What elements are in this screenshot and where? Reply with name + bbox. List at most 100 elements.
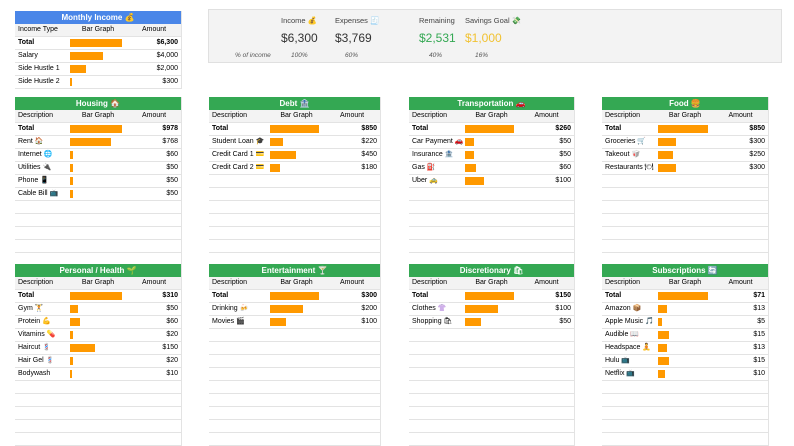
row-amount — [519, 329, 574, 341]
row-amount: $50 — [166, 177, 178, 184]
row-amount — [519, 420, 574, 432]
row-bar-cell — [657, 136, 713, 148]
row-bar-cell — [657, 175, 713, 187]
table-row: Protein 💪 $60 — [15, 316, 181, 329]
row-description: Headspace 🧘 — [605, 344, 652, 351]
column-header-amount: Amount — [339, 112, 365, 119]
total-row: Total $850 — [209, 123, 380, 136]
row-bar-cell — [464, 290, 519, 302]
table-row: Audible 📖 $15 — [602, 329, 768, 342]
row-amount: $60 — [166, 151, 178, 158]
column-header-row: Description Bar Graph Amount — [15, 110, 181, 123]
empty-row — [209, 188, 380, 201]
empty-row — [602, 175, 768, 188]
row-bar-cell — [657, 394, 713, 406]
column-header-description: Description — [212, 279, 248, 286]
panel-title: Food 🍔 — [602, 97, 768, 110]
panel-title: Subscriptions 🔄 — [602, 264, 768, 277]
column-header-amount: Amount — [534, 112, 559, 119]
column-header-row: Income Type Bar Graph Amount — [15, 24, 181, 37]
bar-graph-fill — [70, 52, 103, 60]
row-description: Total — [18, 125, 35, 132]
empty-row — [209, 240, 380, 253]
row-description — [409, 407, 464, 419]
row-description — [209, 227, 269, 239]
row-description: Side Hustle 1 — [18, 65, 60, 72]
row-bar-cell — [464, 136, 519, 148]
row-description: Phone 📱 — [18, 177, 49, 184]
panel-title: Monthly Income 💰 — [15, 11, 181, 24]
empty-row — [409, 227, 574, 240]
row-description: Credit Card 2 💳 — [212, 164, 265, 171]
row-description: Hulu 📺 — [605, 357, 631, 364]
column-header-description: Description — [18, 112, 54, 119]
row-bar-cell — [464, 420, 519, 432]
row-bar-cell — [657, 214, 713, 226]
bar-graph-fill — [658, 357, 669, 365]
panel-discretionary: Discretionary 🛍 Description Bar Graph Amoun… — [409, 264, 575, 446]
row-amount — [324, 329, 380, 341]
table-row: Utilities 🔌 $50 — [15, 162, 181, 175]
row-amount: $100 — [555, 177, 571, 184]
row-description: Total — [605, 125, 622, 132]
row-bar-cell — [657, 162, 713, 174]
row-description — [15, 433, 69, 445]
bar-graph-fill — [270, 318, 286, 326]
row-amount: $150 — [555, 292, 571, 299]
bar-graph-fill — [270, 125, 319, 133]
row-description — [409, 381, 464, 393]
empty-row — [15, 240, 181, 253]
row-description: Restaurants 🍽 — [605, 164, 654, 171]
row-description — [15, 394, 69, 406]
bar-graph-fill — [70, 292, 122, 300]
table-row: Bodywash $10 — [15, 368, 181, 381]
empty-row — [209, 407, 380, 420]
row-amount — [519, 227, 574, 239]
row-description — [409, 329, 464, 341]
column-header-description: Description — [412, 112, 448, 119]
table-row: Vitamins 💊 $20 — [15, 329, 181, 342]
row-description — [409, 342, 464, 354]
row-bar-cell — [464, 407, 519, 419]
bar-graph-fill — [658, 331, 669, 339]
row-bar-cell — [69, 290, 127, 302]
row-description — [602, 227, 657, 239]
row-description: Total — [412, 292, 429, 299]
table-row: Headspace 🧘 $13 — [602, 342, 768, 355]
row-bar-cell — [464, 355, 519, 367]
row-bar-cell — [69, 63, 127, 75]
row-amount — [713, 227, 768, 239]
bar-graph-fill — [70, 190, 73, 198]
row-bar-cell — [69, 420, 127, 432]
row-bar-cell — [464, 381, 519, 393]
bar-graph-fill — [70, 151, 73, 159]
empty-row — [209, 394, 380, 407]
row-bar-cell — [69, 355, 127, 367]
summary-metric: Savings Goal 💸 $1,000 — [465, 16, 521, 45]
column-header-row: Description Bar Graph Amount — [209, 277, 380, 290]
row-bar-cell — [69, 407, 127, 419]
total-row: Total $71 — [602, 290, 768, 303]
metric-label: Remaining — [419, 16, 455, 25]
row-amount: $100 — [555, 305, 571, 312]
row-amount: $220 — [361, 138, 377, 145]
total-row: Total $978 — [15, 123, 181, 136]
row-bar-cell — [69, 162, 127, 174]
row-bar-cell — [269, 201, 324, 213]
row-bar-cell — [464, 162, 519, 174]
row-description: Takeout 🥡 — [605, 151, 641, 158]
bar-graph-fill — [658, 370, 665, 378]
row-description: Movies 🎬 — [212, 318, 245, 325]
row-amount: $50 — [559, 151, 571, 158]
bar-graph-fill — [270, 164, 280, 172]
empty-row — [409, 381, 574, 394]
panel-title: Discretionary 🛍 — [409, 264, 574, 277]
row-description — [409, 240, 464, 252]
row-bar-cell — [464, 303, 519, 315]
row-bar-cell — [464, 342, 519, 354]
metric-percent: 100% — [291, 52, 308, 59]
column-header-bar-graph: Bar Graph — [668, 279, 702, 286]
bar-graph-fill — [70, 138, 111, 146]
row-amount: $4,000 — [156, 52, 178, 59]
row-amount: $300 — [361, 292, 377, 299]
